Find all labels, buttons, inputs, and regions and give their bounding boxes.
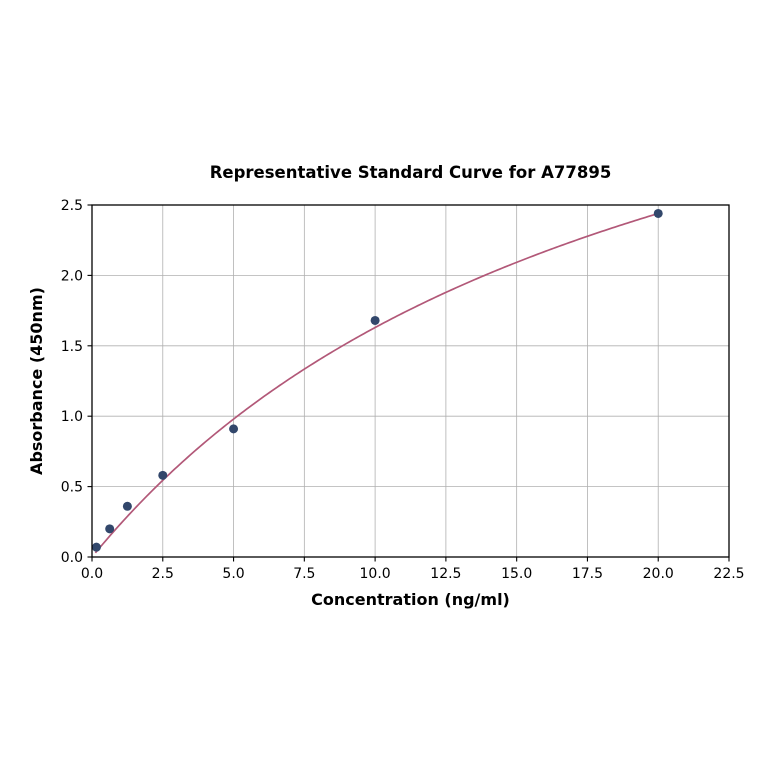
chart-title: Representative Standard Curve for A77895	[210, 163, 612, 182]
x-tick-label: 15.0	[501, 566, 532, 582]
y-tick-label: 2.5	[61, 198, 83, 214]
x-tick-label: 20.0	[643, 566, 674, 582]
x-tick-label: 5.0	[222, 566, 244, 582]
x-tick-label: 0.0	[81, 566, 103, 582]
y-tick-label: 0.0	[61, 550, 83, 566]
data-point	[122, 501, 132, 511]
x-tick-label: 12.5	[430, 566, 461, 582]
data-point	[229, 424, 239, 434]
y-tick-label: 1.0	[61, 409, 83, 425]
data-point	[370, 315, 380, 325]
y-tick-label: 0.5	[61, 480, 83, 496]
x-tick-label: 17.5	[572, 566, 603, 582]
data-point	[158, 470, 168, 480]
y-tick-label: 1.5	[61, 339, 83, 355]
plot-border	[91, 204, 730, 558]
fitted-curve-line	[94, 212, 659, 554]
data-point	[105, 524, 115, 534]
y-tick-label: 2.0	[61, 268, 83, 284]
x-tick-label: 7.5	[293, 566, 315, 582]
x-tick-label: 22.5	[713, 566, 744, 582]
x-axis-label: Concentration (ng/ml)	[311, 590, 510, 609]
data-point	[91, 542, 101, 552]
y-axis-label: Absorbance (450nm)	[27, 287, 46, 475]
x-tick-label: 2.5	[152, 566, 174, 582]
data-point	[653, 208, 663, 218]
x-tick-label: 10.0	[360, 566, 391, 582]
